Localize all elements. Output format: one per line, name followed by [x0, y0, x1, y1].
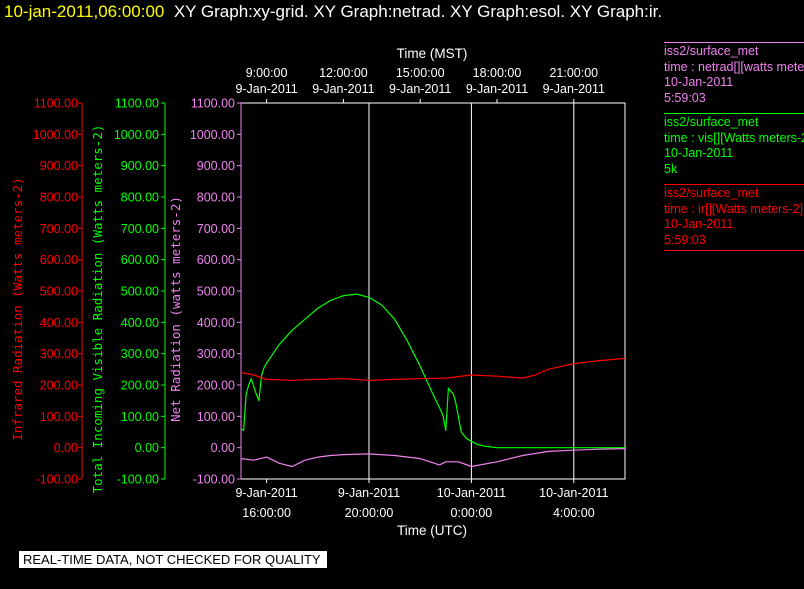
y-tick-label: 0.00: [54, 441, 78, 455]
legend-time: 5:59:03: [664, 90, 706, 105]
top-tick-time: 9:00:00: [246, 66, 288, 80]
top-axis-title: Time (MST): [397, 46, 468, 61]
y-tick-label: 700.00: [121, 222, 159, 236]
legend-date: 10-Jan-2011: [664, 75, 734, 89]
y-tick-label: 1100.00: [34, 97, 78, 111]
y-tick-label: 100.00: [121, 410, 159, 424]
bottom-tick-time: 16:00:00: [242, 506, 291, 520]
y-axis-ir: 1100.00 1000.00 900.00 800.00 700.00 600.00 50…: [10, 97, 83, 487]
y-tick-label: 100.00: [197, 410, 235, 424]
bottom-tick-date: 10-Jan-2011: [437, 486, 506, 500]
y-tick-label: 200.00: [121, 379, 159, 393]
y-axis-title: Net Radiation (watts meters-2): [168, 196, 183, 422]
y-tick-label: 800.00: [121, 191, 159, 205]
axes-layer: 1100.00 1000.00 900.00 800.00 700.00 600.00 50…: [10, 97, 626, 494]
plot-frame: [240, 102, 626, 480]
top-tick-time: 15:00:00: [396, 66, 445, 80]
y-tick-label: 800.00: [40, 191, 78, 205]
y-tick-label: 400.00: [197, 316, 235, 330]
top-tick-time: 21:00:00: [549, 66, 598, 80]
top-tick-date: 9-Jan-2011: [466, 82, 528, 96]
y-tick-label: 900.00: [197, 159, 235, 173]
y-tick-label: 1000.00: [114, 128, 159, 142]
y-tick-label: 600.00: [197, 253, 235, 267]
y-tick-label: 1000.00: [33, 128, 78, 142]
y-axis-netrad: 1100.00 1000.00 900.00 800.00 700.00 600.00 50…: [168, 97, 242, 487]
bottom-tick-time: 0:00:00: [451, 506, 493, 520]
legend-time: 5:59:03: [664, 232, 706, 247]
legend-source: iss2/surface_met: [664, 44, 759, 58]
legend-entry-netrad: iss2/surface_met time : netrad[][watts m…: [664, 42, 804, 106]
y-tick-label: 800.00: [197, 191, 235, 205]
legend-source: iss2/surface_met: [664, 186, 759, 200]
y-tick-label: 900.00: [40, 159, 78, 173]
y-tick-label: 200.00: [40, 379, 78, 393]
y-tick-label: 1000.00: [190, 128, 235, 142]
bottom-axis-title: Time (UTC): [397, 523, 467, 538]
ticks-layer: Time (MST) 9:00:00 9-Jan-2011 12:00:00 9-Jan…: [235, 46, 608, 538]
legend-rule: [664, 184, 804, 185]
top-tick-date: 9-Jan-2011: [543, 82, 605, 96]
y-tick-label: 500.00: [40, 285, 78, 299]
y-tick-label: 0.00: [211, 441, 235, 455]
bottom-tick-date: 9-Jan-2011: [235, 486, 297, 500]
y-tick-label: 500.00: [121, 285, 159, 299]
legend-variable: time : vis[][Watts meters-2]: [664, 130, 804, 145]
y-axis-title: Total Incoming Visible Radiation (Watts …: [90, 125, 105, 494]
legend-date: 10-Jan-2011: [664, 146, 734, 160]
bottom-tick-time: 4:00:00: [553, 506, 595, 520]
y-tick-label: 1100.00: [115, 97, 159, 111]
series-layer: [240, 293, 626, 468]
top-tick-time: 18:00:00: [473, 66, 522, 80]
y-tick-label: 1100.00: [191, 97, 235, 111]
legend-date: 10-Jan-2011: [664, 217, 734, 231]
quality-disclaimer: REAL-TIME DATA, NOT CHECKED FOR QUALITY: [19, 551, 327, 568]
top-tick-date: 9-Jan-2011: [312, 82, 374, 96]
top-tick-date: 9-Jan-2011: [389, 82, 451, 96]
y-tick-label: 100.00: [40, 410, 78, 424]
bottom-tick-date: 9-Jan-2011: [338, 486, 400, 500]
top-tick-time: 12:00:00: [319, 66, 368, 80]
legend-variable: time : ir[][Watts meters-2]: [664, 201, 804, 216]
series-line-ir: [240, 357, 626, 381]
y-tick-label: -100.00: [117, 473, 159, 487]
y-tick-label: 600.00: [40, 253, 78, 267]
y-tick-label: 300.00: [40, 347, 78, 361]
y-tick-label: 400.00: [121, 316, 159, 330]
y-tick-label: 0.00: [135, 441, 159, 455]
timestamp: 10-jan-2011,06:00:00: [4, 2, 165, 21]
legend-variable: time : netrad[][watts meters-2]: [664, 59, 804, 74]
legend-source: iss2/surface_met: [664, 115, 759, 129]
top-tick-date: 9-Jan-2011: [235, 82, 297, 96]
y-tick-label: 600.00: [121, 253, 159, 267]
series-line-vis: [240, 293, 625, 449]
bottom-tick-time: 20:00:00: [345, 506, 394, 520]
legend-rule: [664, 42, 804, 43]
y-tick-label: 500.00: [197, 285, 235, 299]
grid-layer: [368, 103, 575, 479]
series-line-netrad: [240, 448, 626, 468]
legend-rule-bottom: [664, 250, 804, 251]
legend-rule: [664, 113, 804, 114]
graph-list: XY Graph:xy-grid. XY Graph:netrad. XY Gr…: [173, 2, 663, 21]
y-tick-label: 700.00: [40, 222, 78, 236]
y-axis-vis: 1100.00 1000.00 900.00 800.00 700.00 600.00 50…: [90, 97, 166, 494]
y-tick-label: 700.00: [197, 222, 235, 236]
y-tick-label: 400.00: [40, 316, 78, 330]
y-tick-label: -100.00: [193, 473, 235, 487]
y-axis-title: Infrared Radiation (Watts meters-2): [10, 177, 25, 440]
legend-value: 5k: [664, 161, 678, 176]
y-tick-label: 200.00: [197, 379, 235, 393]
legend-entry-vis: iss2/surface_met time : vis[][Watts mete…: [664, 113, 804, 177]
y-tick-label: 300.00: [197, 347, 235, 361]
title-bar: 10-jan-2011,06:00:00 XY Graph:xy-grid. X…: [4, 2, 662, 22]
legend-entry-ir: iss2/surface_met time : ir[][Watts meter…: [664, 184, 804, 252]
y-tick-label: -100.00: [36, 473, 78, 487]
y-tick-label: 300.00: [121, 347, 159, 361]
y-tick-label: 900.00: [121, 159, 159, 173]
bottom-tick-date: 10-Jan-2011: [539, 486, 608, 500]
